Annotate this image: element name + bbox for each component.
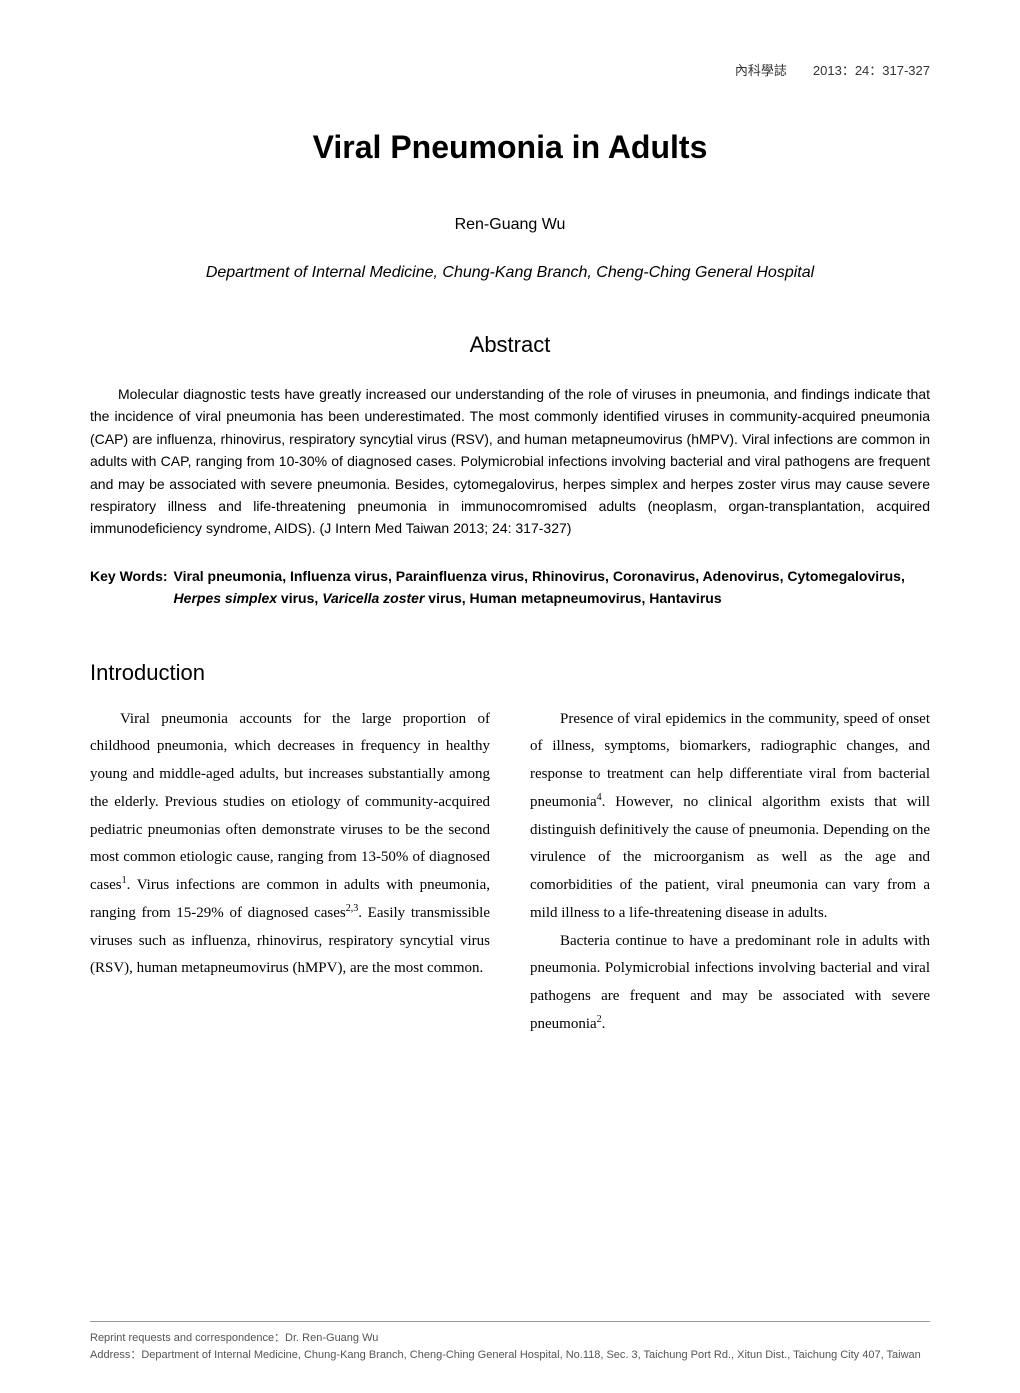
article-title: Viral Pneumonia in Adults xyxy=(90,129,930,166)
abstract-heading: Abstract xyxy=(90,332,930,358)
keywords-herpes-simplex: Herpes simplex xyxy=(174,590,278,606)
intro-right-para1: Presence of viral epidemics in the commu… xyxy=(530,706,930,928)
footer-address-line: Address：Department of Internal Medicine,… xyxy=(90,1347,930,1364)
keywords-label: Key Words: xyxy=(90,565,174,610)
author-affiliation: Department of Internal Medicine, Chung-K… xyxy=(90,264,930,282)
journal-header: 內科學誌 2013：24：317-327 xyxy=(90,60,930,79)
keywords-part1: Viral pneumonia, Influenza virus, Parain… xyxy=(174,568,905,584)
right-column: Presence of viral epidemics in the commu… xyxy=(530,706,930,1039)
intro-right-para2-a: Bacteria continue to have a predominant … xyxy=(530,933,930,1032)
introduction-heading: Introduction xyxy=(90,660,930,686)
intro-left-text-a: Viral pneumonia accounts for the large p… xyxy=(90,711,490,894)
keywords-varicella-zoster: Varicella zoster xyxy=(322,590,424,606)
keywords-part2: virus, xyxy=(277,590,322,606)
keywords-part3: virus, Human metapneumovirus, Hantavirus xyxy=(424,590,721,606)
intro-right-para2: Bacteria continue to have a predominant … xyxy=(530,928,930,1039)
keywords-block: Key Words: Viral pneumonia, Influenza vi… xyxy=(90,565,930,610)
intro-right-para2-b: . xyxy=(602,1016,606,1032)
intro-right-text-b: . However, no clinical algorithm exists … xyxy=(530,794,930,921)
footer-block: Reprint requests and correspondence：Dr. … xyxy=(90,1321,930,1363)
superscript-ref-2-3: 2,3 xyxy=(346,903,359,914)
author-name: Ren-Guang Wu xyxy=(90,216,930,234)
abstract-body: Molecular diagnostic tests have greatly … xyxy=(90,383,930,540)
keywords-content: Viral pneumonia, Influenza virus, Parain… xyxy=(174,565,930,610)
intro-left-para1: Viral pneumonia accounts for the large p… xyxy=(90,706,490,984)
introduction-columns: Viral pneumonia accounts for the large p… xyxy=(90,706,930,1039)
left-column: Viral pneumonia accounts for the large p… xyxy=(90,706,490,1039)
footer-reprint-line: Reprint requests and correspondence：Dr. … xyxy=(90,1330,930,1347)
